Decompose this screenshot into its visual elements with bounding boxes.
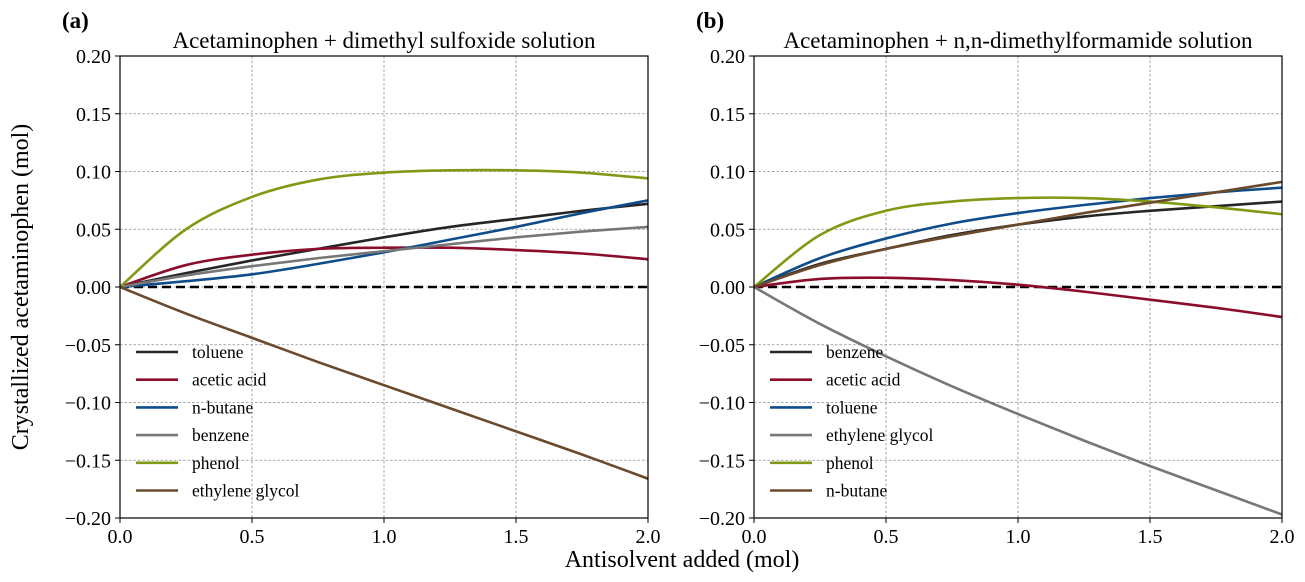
x-tick-label: 0.0: [108, 526, 133, 548]
x-tick-label: 2.0: [1270, 526, 1295, 548]
y-tick-label: 0.20: [76, 46, 111, 68]
chart-panels: (a) Acetaminophen + dimethyl sulfoxide so…: [62, 8, 1295, 548]
panel-label: (b): [696, 8, 724, 33]
y-tick-label: −0.10: [699, 393, 745, 415]
series-line-phenol: [753, 196, 1283, 289]
y-tick-label: 0.15: [710, 104, 745, 126]
y-tick-label: 0.10: [710, 162, 745, 184]
x-tick-label: 1.5: [1138, 526, 1163, 548]
series-line-toluene: [119, 202, 649, 289]
figure-ylabel: Crystallized acetaminophen (mol): [8, 124, 34, 451]
x-tick-label: 1.0: [1006, 526, 1031, 548]
legend-label: n-butane: [192, 397, 253, 417]
legend-label: ethylene glycol: [826, 425, 934, 445]
x-tick-label: 0.5: [240, 526, 265, 548]
legend-label: ethylene glycol: [192, 481, 300, 501]
y-tick-label: 0.10: [76, 162, 111, 184]
y-tick-label: −0.20: [699, 508, 745, 530]
legend-label: acetic acid: [192, 370, 267, 390]
plot-frame: [753, 55, 1283, 519]
y-tick-label: 0.05: [76, 219, 111, 241]
series-line-ethylene-glycol: [119, 285, 649, 480]
y-tick-label: 0.20: [710, 46, 745, 68]
x-tick-label: 0.5: [874, 526, 899, 548]
series-line-acetic-acid: [119, 246, 649, 289]
x-tick-label: 1.0: [372, 526, 397, 548]
legend-label: toluene: [826, 397, 878, 417]
legend-label: acetic acid: [826, 370, 901, 390]
legend: benzene acetic acid toluene ethylene glycol…: [770, 342, 934, 501]
y-tick-label: 0.15: [76, 104, 111, 126]
y-tick-label: 0.00: [710, 277, 745, 299]
legend-label: phenol: [192, 453, 240, 473]
y-tick-label: −0.05: [65, 335, 111, 357]
legend-label: n-butane: [826, 481, 887, 501]
series-line-n-butane: [753, 180, 1283, 289]
figure-xlabel: Antisolvent added (mol): [565, 547, 800, 573]
chart-panel-1: (a) Acetaminophen + dimethyl sulfoxide so…: [62, 8, 661, 548]
series-line-acetic-acid: [753, 276, 1283, 319]
legend-label: phenol: [826, 453, 874, 473]
chart-title: Acetaminophen + dimethyl sulfoxide solut…: [172, 28, 596, 53]
x-tick-label: 2.0: [636, 526, 661, 548]
series-line-phenol: [119, 168, 649, 288]
y-tick-label: −0.15: [65, 450, 111, 472]
legend: toluene acetic acid n-butane benzene phenol e…: [136, 342, 300, 501]
series-line-benzene: [119, 225, 649, 289]
legend-label: benzene: [192, 425, 250, 445]
legend-label: benzene: [826, 342, 884, 362]
series-line-toluene: [753, 186, 1283, 289]
y-tick-label: 0.00: [76, 277, 111, 299]
y-tick-label: −0.15: [699, 450, 745, 472]
chart-panel-2: (b) Acetaminophen + n,n-dimethylformamide…: [696, 8, 1295, 548]
panel-label: (a): [62, 8, 89, 33]
x-tick-label: 0.0: [742, 526, 767, 548]
plot-frame: [119, 55, 649, 519]
x-tick-label: 1.5: [504, 526, 529, 548]
y-tick-label: −0.05: [699, 335, 745, 357]
y-tick-label: 0.05: [710, 219, 745, 241]
y-tick-label: −0.10: [65, 393, 111, 415]
chart-title: Acetaminophen + n,n-dimethylformamide so…: [783, 28, 1253, 53]
legend-label: toluene: [192, 342, 244, 362]
series-line-ethylene-glycol: [753, 285, 1283, 516]
y-tick-label: −0.20: [65, 508, 111, 530]
